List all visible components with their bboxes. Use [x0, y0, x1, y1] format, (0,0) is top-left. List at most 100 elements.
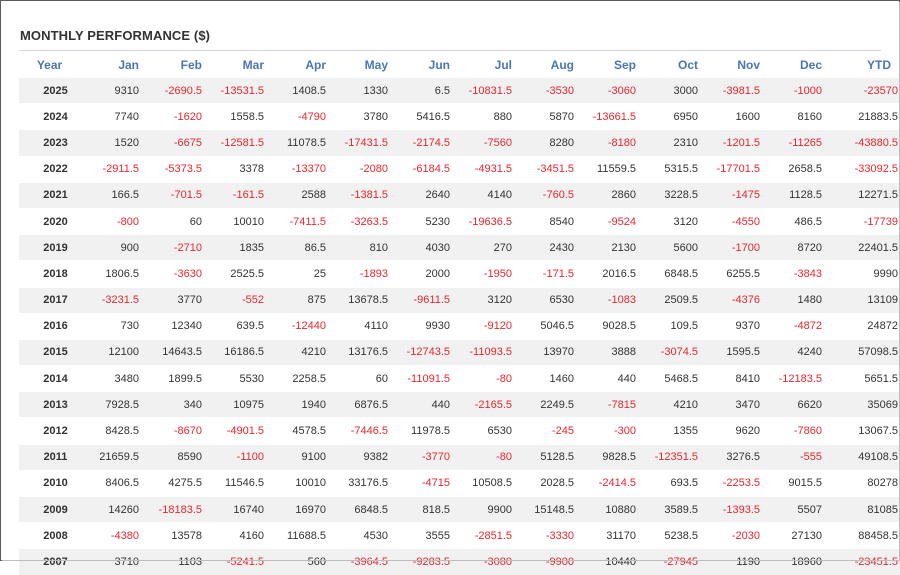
month-value-cell: -1620 — [143, 103, 206, 130]
month-value-cell: -1475 — [702, 181, 764, 209]
table-row: 2011 21659.5 8590 -1100 9100 9382 -3770 -80 5128… — [19, 443, 900, 471]
column-header-apr: Apr — [305, 57, 326, 72]
ytd-cell: 5651.5 — [826, 365, 900, 392]
ytd-cell: 24872 — [826, 312, 900, 340]
year-cell: 2019 — [19, 234, 80, 261]
month-value-cell: -3074.5 — [640, 338, 702, 366]
month-value-cell: 1460 — [516, 365, 578, 392]
month-value-cell: -4901.5 — [206, 417, 268, 445]
column-header-feb: Feb — [180, 57, 202, 72]
table-row: 2025 9310 -2690.5 -13531.5 1408.5 1330 6.5 -108… — [19, 76, 900, 104]
year-cell: 2021 — [19, 181, 80, 209]
month-value-cell: 12100 — [80, 338, 143, 366]
month-value-cell: 3378 — [206, 155, 268, 183]
ytd-cell: 80278 — [826, 469, 900, 497]
month-value-cell: 440 — [578, 365, 640, 392]
month-value-cell: -4376 — [702, 286, 764, 314]
month-value-cell: 12340 — [143, 312, 206, 340]
ytd-cell: 13109 — [826, 286, 900, 314]
month-value-cell: 5530 — [206, 365, 268, 392]
month-value-cell: 1600 — [702, 103, 764, 130]
month-value-cell: 3770 — [143, 286, 206, 314]
month-value-cell: 9828.5 — [578, 443, 640, 471]
month-value-cell: -17431.5 — [330, 129, 392, 157]
column-header-sep: Sep — [613, 57, 636, 72]
column-header-nov: Nov — [737, 57, 760, 72]
ytd-cell: -33092.5 — [826, 155, 900, 183]
month-value-cell: 4030 — [392, 234, 454, 261]
month-value-cell: 6848.5 — [330, 495, 392, 523]
column-header-year: Year — [36, 57, 63, 72]
year-cell: 2013 — [19, 391, 80, 418]
column-header-mar: Mar — [242, 57, 264, 72]
month-value-cell: -27945 — [640, 548, 702, 575]
month-value-cell: 560 — [268, 548, 330, 575]
month-value-cell: 1899.5 — [143, 365, 206, 392]
month-value-cell: -6184.5 — [392, 155, 454, 183]
table-row: 2016 730 12340 639.5 -12440 4110 9930 -9120 5046… — [19, 312, 900, 340]
ytd-cell: 49108.5 — [826, 443, 900, 471]
month-value-cell: 8406.5 — [80, 469, 143, 497]
month-value-cell: 21659.5 — [80, 443, 143, 471]
month-value-cell: 3276.5 — [702, 443, 764, 471]
month-value-cell: -8180 — [578, 129, 640, 157]
month-value-cell: 2249.5 — [516, 391, 578, 418]
month-value-cell: 5468.5 — [640, 365, 702, 392]
month-value-cell: -3981.5 — [702, 76, 764, 104]
month-value-cell: -1393.5 — [702, 495, 764, 523]
month-value-cell: 5238.5 — [640, 522, 702, 549]
month-value-cell: 10440 — [578, 548, 640, 575]
table-header-row: Year Jan Feb Mar Apr May Jun Jul Aug Sep… — [19, 52, 900, 78]
month-value-cell: 9370 — [702, 312, 764, 340]
month-value-cell: 14643.5 — [143, 338, 206, 366]
month-value-cell: -3630 — [143, 260, 206, 287]
month-value-cell: 1806.5 — [80, 260, 143, 287]
table-row: 2021 166.5 -701.5 -161.5 2588 -1381.5 2640 4140… — [19, 181, 900, 209]
table-row: 2014 3480 1899.5 5530 2258.5 60 -11091.5 -80 146… — [19, 365, 900, 392]
month-value-cell: 11688.5 — [268, 522, 330, 549]
year-cell: 2020 — [19, 207, 80, 235]
column-header-aug: Aug — [550, 57, 574, 72]
month-value-cell: 2430 — [516, 234, 578, 261]
ytd-cell: 57098.5 — [826, 338, 900, 366]
year-cell: 2015 — [19, 338, 80, 366]
month-value-cell: 3710 — [80, 548, 143, 575]
month-value-cell: 16970 — [268, 495, 330, 523]
month-value-cell: 4210 — [268, 338, 330, 366]
month-value-cell: 13678.5 — [330, 286, 392, 314]
month-value-cell: 16186.5 — [206, 338, 268, 366]
month-value-cell: 15148.5 — [516, 495, 578, 523]
table-row: 2022 -2911.5 -5373.5 3378 -13370 -2080 -6184.5… — [19, 155, 900, 183]
ytd-cell: 21883.5 — [826, 103, 900, 130]
month-value-cell: -245 — [516, 417, 578, 445]
month-value-cell: 880 — [454, 103, 516, 130]
month-value-cell: 8160 — [764, 103, 826, 130]
month-value-cell: 8540 — [516, 207, 578, 235]
month-value-cell: 1355 — [640, 417, 702, 445]
year-cell: 2017 — [19, 286, 80, 314]
month-value-cell: 7928.5 — [80, 391, 143, 418]
month-value-cell: -2911.5 — [80, 155, 143, 183]
month-value-cell: 1103 — [143, 548, 206, 575]
month-value-cell: -7411.5 — [268, 207, 330, 235]
month-value-cell: -2253.5 — [702, 469, 764, 497]
month-value-cell: 2000 — [392, 260, 454, 287]
ytd-cell: 88458.5 — [826, 522, 900, 549]
month-value-cell: 4578.5 — [268, 417, 330, 445]
month-value-cell: -3451.5 — [516, 155, 578, 183]
year-cell: 2023 — [19, 129, 80, 157]
table-row: 2023 1520 -6675 -12581.5 11078.5 -17431.5 -217… — [19, 129, 900, 157]
month-value-cell: 2525.5 — [206, 260, 268, 287]
month-value-cell: 6848.5 — [640, 260, 702, 287]
month-value-cell: 8280 — [516, 129, 578, 157]
month-value-cell: 3780 — [330, 103, 392, 130]
month-value-cell: 1190 — [702, 548, 764, 575]
month-value-cell: 13176.5 — [330, 338, 392, 366]
month-value-cell: -4931.5 — [454, 155, 516, 183]
month-value-cell: 166.5 — [80, 181, 143, 209]
month-value-cell: 6255.5 — [702, 260, 764, 287]
month-value-cell: 8428.5 — [80, 417, 143, 445]
month-value-cell: -3060 — [578, 76, 640, 104]
month-value-cell: -4380 — [80, 522, 143, 549]
month-value-cell: -13531.5 — [206, 76, 268, 104]
